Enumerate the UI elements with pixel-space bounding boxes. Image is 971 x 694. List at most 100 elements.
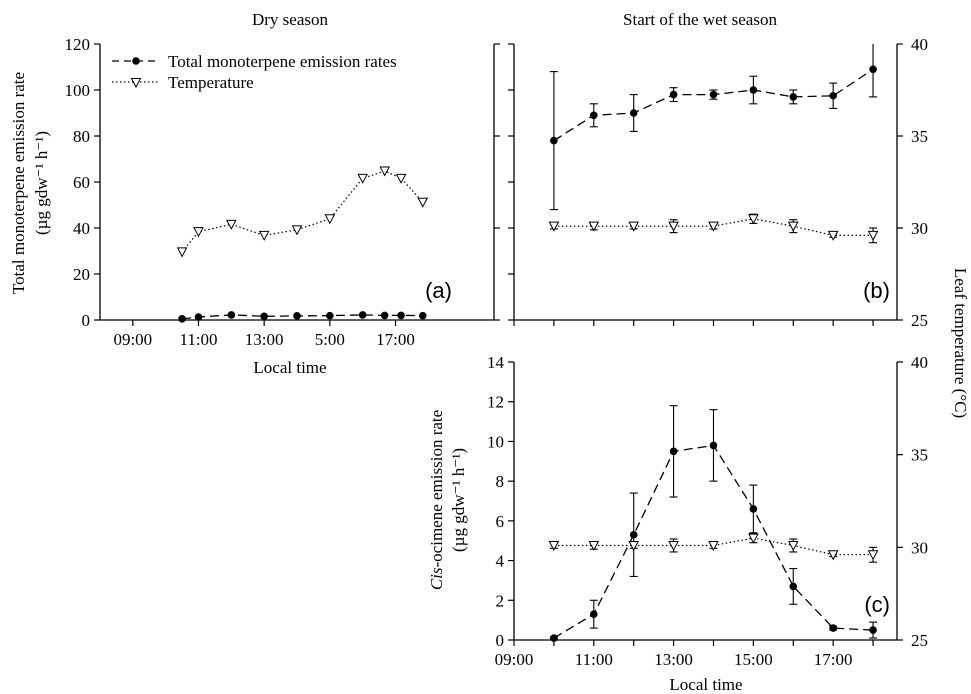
series-line-emission-b <box>553 68 874 142</box>
point-temperature-a <box>357 173 368 184</box>
point-emission-c <box>869 626 877 634</box>
xtick-label-c: 09:00 <box>495 650 534 669</box>
ylabel-panel-c-line2: (µg gdw⁻¹ h⁻¹) <box>449 448 468 552</box>
xtick-label-a: 17:00 <box>376 330 415 349</box>
point-temperature-c <box>867 550 879 561</box>
series-line-temperature-a <box>181 170 424 253</box>
panel-label-b: (b) <box>863 278 890 303</box>
legend-emission-label: Total monoterpene emission rates <box>168 52 397 71</box>
legend-temperature-label: Temperature <box>168 73 254 92</box>
right-ytick-label-c: 25 <box>911 631 928 650</box>
right-ytick-label-b: 25 <box>911 311 928 330</box>
xtick-label-a: 5:00 <box>315 330 345 349</box>
ylabel-panel-c-rest: -ocimene emission rate <box>427 410 446 568</box>
ytick-label-a: 100 <box>65 81 91 100</box>
ylabel-panel-a-line1: Total monoterpene emission rate <box>9 72 28 294</box>
point-emission-c <box>629 530 638 539</box>
legend: Total monoterpene emission rates Tempera… <box>112 52 397 92</box>
point-emission-c <box>749 505 758 513</box>
xtick-label-c: 11:00 <box>575 650 613 669</box>
ytick-label-c: 4 <box>496 552 505 571</box>
point-temperature-a <box>258 230 270 241</box>
point-temperature-b <box>708 221 719 232</box>
point-temperature-b <box>588 221 600 232</box>
point-temperature-c <box>748 533 759 544</box>
xtick-label-a: 13:00 <box>245 330 284 349</box>
point-emission-a <box>397 311 405 320</box>
xtick-label-a: 11:00 <box>179 330 217 349</box>
ylabel-panel-c-line1: Cis-ocimene emission rate <box>427 410 446 590</box>
ytick-label-a: 20 <box>73 265 90 284</box>
point-temperature-a <box>417 197 429 208</box>
ytick-label-a: 80 <box>73 127 90 146</box>
xtick-label-c: 15:00 <box>734 650 773 669</box>
title-panel-b: Start of the wet season <box>623 10 777 29</box>
xtick-label-c: 13:00 <box>654 650 693 669</box>
ytick-label-c: 0 <box>496 631 505 650</box>
xtick-label-c: 17:00 <box>814 650 853 669</box>
point-emission-a <box>260 312 268 321</box>
point-emission-b <box>789 93 798 101</box>
point-emission-a <box>293 312 301 320</box>
series-line-temperature-b <box>553 218 874 236</box>
point-emission-b <box>829 91 837 100</box>
ytick-label-a: 60 <box>73 173 90 192</box>
panel-label-c: (c) <box>864 592 890 617</box>
point-emission-b <box>550 136 558 145</box>
ytick-label-c: 2 <box>496 591 505 610</box>
ytick-label-a: 40 <box>73 219 90 238</box>
right-ytick-label-c: 40 <box>911 353 928 372</box>
xlabel-panel-c: Local time <box>669 675 742 694</box>
point-emission-c <box>789 582 798 591</box>
point-temperature-b <box>867 230 879 241</box>
point-emission-a <box>358 311 367 319</box>
point-temperature-a <box>395 173 407 184</box>
right-ytick-label-b: 35 <box>911 127 928 146</box>
right-ytick-label-c: 30 <box>911 538 928 557</box>
point-emission-a <box>178 315 186 323</box>
series-line-temperature-c <box>553 537 874 556</box>
legend-emission-marker <box>132 57 140 65</box>
panel-label-a: (a) <box>425 278 452 303</box>
point-emission-c <box>669 447 678 456</box>
series-line-emission-a <box>182 314 423 320</box>
right-ytick-label-b: 30 <box>911 219 928 238</box>
point-temperature-b <box>827 230 839 241</box>
panel-c: 0 2 4 6 8 10 12 14 25 30 35 40 09:00 11:00 13:00 15:00 1… <box>487 353 928 669</box>
point-emission-c <box>709 441 718 450</box>
point-temperature-a <box>226 219 237 230</box>
point-emission-b <box>749 86 758 94</box>
ytick-label-a: 0 <box>82 311 91 330</box>
point-temperature-c <box>628 540 640 552</box>
right-ytick-label-c: 35 <box>911 446 928 465</box>
ytick-label-c: 6 <box>496 512 505 531</box>
point-temperature-a <box>379 166 390 177</box>
point-temperature-c <box>548 540 560 552</box>
point-temperature-b <box>628 221 640 232</box>
legend-temperature-marker <box>130 78 142 89</box>
point-emission-b <box>709 90 718 99</box>
point-emission-c <box>550 634 558 642</box>
xlabel-panel-a: Local time <box>253 358 326 377</box>
point-temperature-a <box>324 214 336 225</box>
point-emission-b <box>629 109 638 117</box>
point-temperature-a <box>291 225 303 236</box>
ytick-label-c: 10 <box>487 432 504 451</box>
point-temperature-b <box>787 221 799 232</box>
point-emission-a <box>380 311 389 320</box>
point-emission-b <box>589 111 598 120</box>
point-temperature-c <box>827 550 839 561</box>
ytick-label-a: 120 <box>65 35 91 54</box>
ytick-label-c: 8 <box>496 472 505 491</box>
point-temperature-b <box>668 221 679 232</box>
right-ytick-label-b: 40 <box>911 35 928 54</box>
point-emission-a <box>326 311 334 320</box>
ytick-label-c: 14 <box>487 353 505 372</box>
point-emission-c <box>829 624 837 632</box>
ylabel-panel-c-italic: Cis <box>427 567 446 590</box>
point-temperature-b <box>548 221 560 232</box>
point-emission-b <box>669 90 678 99</box>
ylabel-panel-a-line2: (µg gdw⁻¹ h⁻¹) <box>32 131 51 235</box>
